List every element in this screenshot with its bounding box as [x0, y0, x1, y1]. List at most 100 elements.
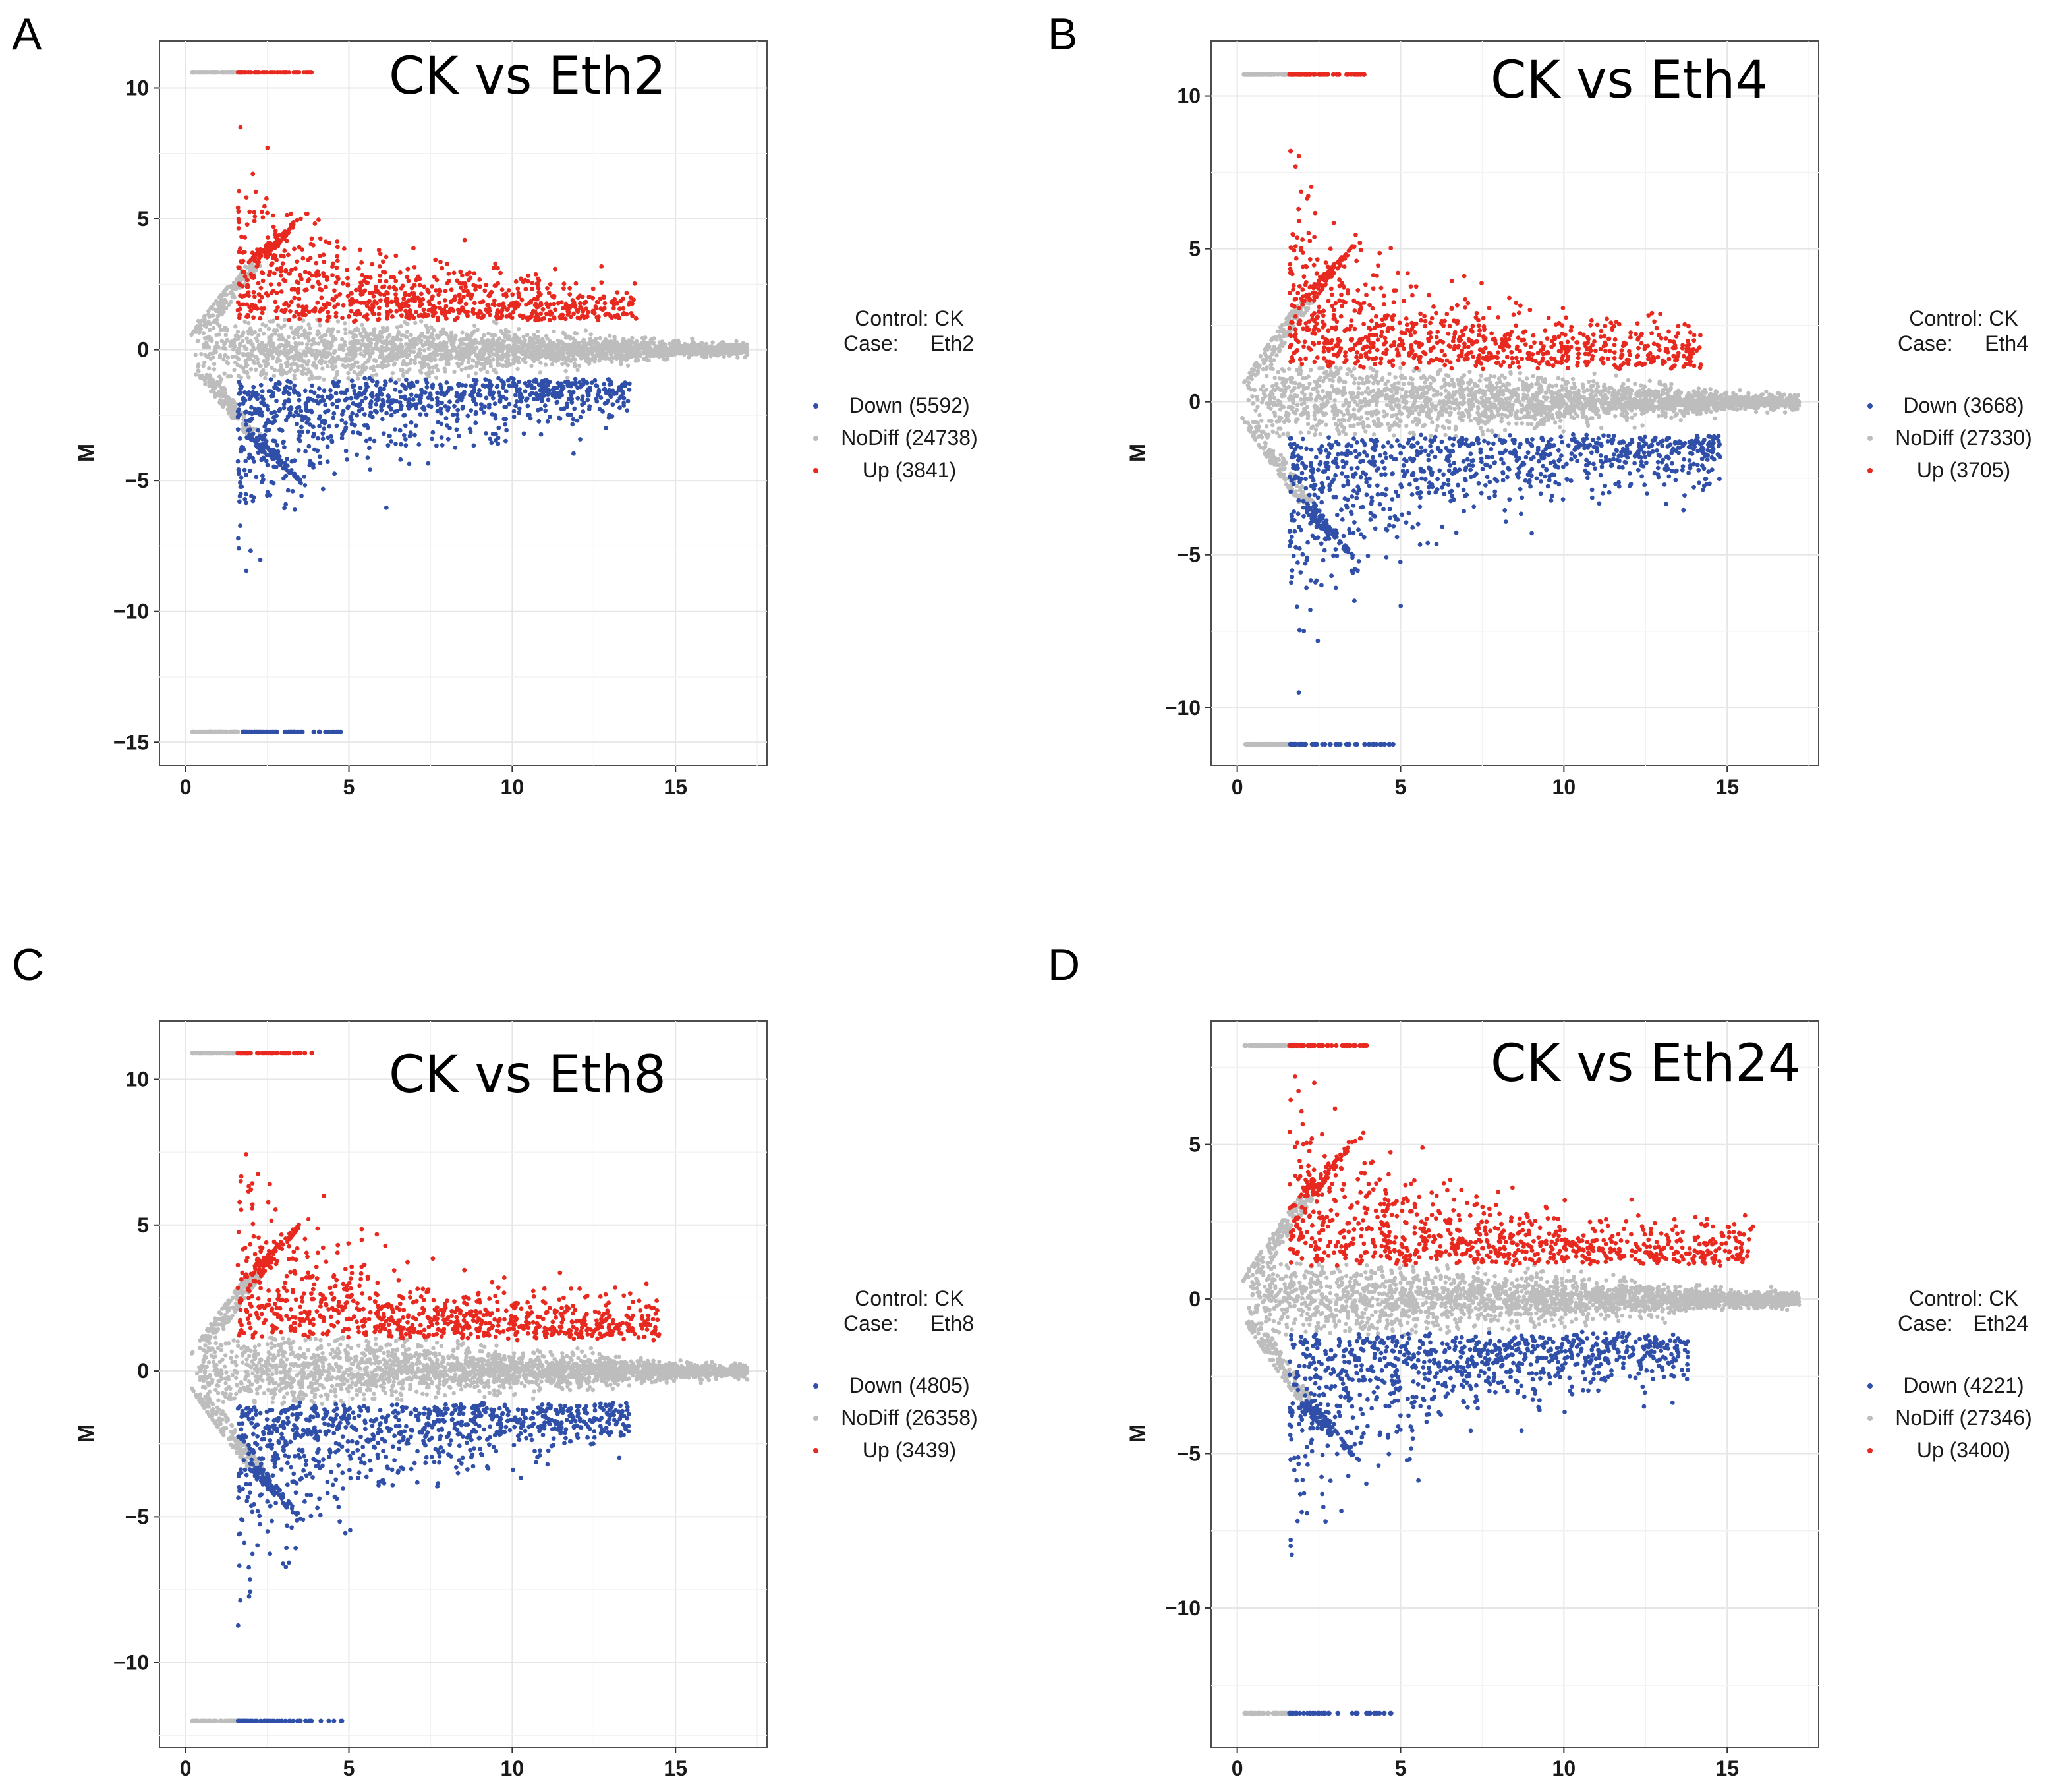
- data-point: [236, 226, 241, 231]
- data-point: [422, 284, 427, 289]
- data-point: [543, 408, 548, 413]
- data-point: [258, 285, 264, 291]
- data-point: [276, 388, 281, 392]
- data-point: [503, 422, 508, 427]
- data-point: [372, 299, 377, 304]
- data-point: [502, 345, 507, 349]
- data-point: [472, 323, 477, 328]
- data-point: [302, 388, 308, 393]
- data-point: [343, 448, 349, 453]
- data-point: [542, 403, 548, 408]
- data-point: [336, 276, 341, 281]
- data-point: [248, 427, 252, 432]
- data-point: [263, 376, 268, 380]
- data-point: [275, 244, 281, 248]
- data-point: [235, 330, 241, 334]
- data-point: [275, 266, 280, 272]
- data-point: [458, 355, 463, 360]
- data-point: [417, 283, 422, 288]
- data-point: [368, 355, 372, 359]
- data-point: [372, 311, 376, 316]
- data-point: [239, 234, 244, 239]
- data-point: [436, 368, 440, 373]
- data-point: [572, 406, 577, 411]
- data-point: [296, 303, 301, 308]
- data-point: [671, 339, 676, 344]
- data-point: [273, 253, 278, 258]
- data-point: [530, 281, 535, 285]
- data-point: [411, 397, 416, 402]
- data-point: [294, 310, 299, 314]
- data-point: [466, 374, 470, 378]
- data-point: [235, 348, 240, 353]
- data-point: [548, 282, 553, 287]
- data-point: [502, 334, 507, 339]
- data-point: [560, 361, 565, 366]
- data-point: [481, 410, 486, 415]
- data-point: [643, 347, 648, 353]
- data-point: [389, 275, 394, 280]
- data-point: [376, 337, 380, 341]
- data-point: [297, 316, 302, 322]
- data-point: [575, 295, 581, 301]
- data-point: [341, 303, 346, 308]
- data-point: [345, 457, 349, 462]
- data-point: [457, 281, 463, 285]
- data-point: [434, 443, 439, 448]
- data-point: [501, 385, 506, 390]
- data-point: [659, 343, 664, 347]
- data-point: [606, 415, 611, 420]
- data-point: [300, 247, 304, 252]
- data-point: [314, 375, 319, 380]
- data-point: [442, 312, 447, 317]
- data-point: [575, 368, 580, 372]
- data-point: [247, 417, 252, 422]
- data-point: [615, 340, 619, 345]
- data-point: [306, 279, 310, 283]
- data-point: [555, 399, 560, 405]
- data-point: [468, 429, 473, 434]
- data-point: [610, 359, 614, 364]
- data-point: [251, 274, 256, 278]
- data-point: [281, 277, 286, 283]
- data-point: [349, 417, 354, 422]
- data-point: [279, 253, 283, 258]
- data-point: [691, 340, 696, 345]
- data-point: [256, 281, 261, 286]
- data-point: [471, 397, 476, 403]
- data-point: [537, 353, 542, 358]
- data-point: [268, 377, 273, 382]
- data-point: [292, 246, 297, 252]
- data-point: [238, 341, 242, 346]
- data-point: [472, 271, 477, 275]
- data-point: [535, 282, 540, 287]
- data-point: [465, 343, 470, 348]
- data-point: [451, 270, 457, 275]
- data-point: [487, 391, 492, 396]
- data-point: [298, 409, 304, 413]
- data-point: [583, 299, 588, 304]
- data-point: [495, 383, 500, 388]
- data-point: [284, 239, 289, 243]
- data-point: [253, 189, 258, 194]
- data-point: [331, 261, 335, 266]
- data-point: [340, 412, 345, 417]
- data-point: [521, 431, 526, 436]
- data-point: [592, 311, 597, 316]
- data-point: [414, 379, 420, 384]
- data-point: [250, 411, 254, 417]
- data-point: [438, 385, 443, 390]
- data-point: [318, 323, 322, 328]
- data-point: [356, 403, 361, 409]
- data-point: [529, 364, 534, 368]
- data-point: [492, 343, 496, 347]
- data-point: [374, 372, 379, 377]
- data-point: [295, 475, 300, 479]
- data-point: [488, 436, 493, 442]
- data-point: [331, 415, 336, 420]
- data-point: [443, 404, 448, 409]
- data-point: [370, 378, 375, 384]
- data-point: [376, 317, 381, 322]
- data-point: [459, 341, 463, 345]
